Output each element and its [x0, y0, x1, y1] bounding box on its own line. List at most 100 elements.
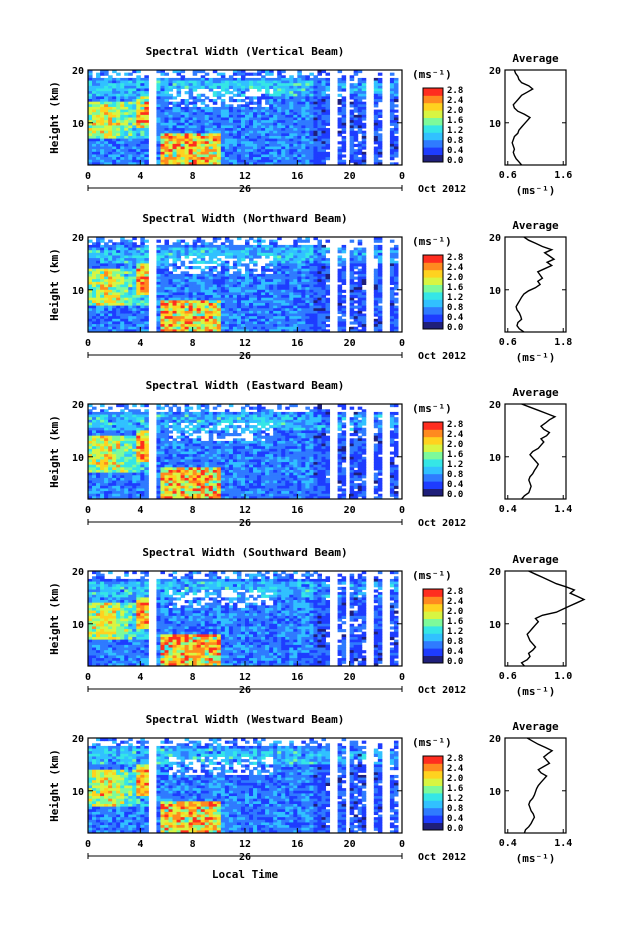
- heatmap-cell: [317, 104, 322, 108]
- heatmap-cell: [269, 252, 274, 256]
- heatmap-cell: [168, 80, 174, 84]
- heatmap-cell: [100, 292, 105, 296]
- heatmap-cell: [245, 289, 250, 293]
- heatmap-cell: [224, 252, 230, 256]
- heatmap-cell: [309, 138, 314, 142]
- heatmap-cell: [164, 157, 170, 161]
- heatmap-cell: [120, 242, 125, 246]
- heatmap-cell: [88, 83, 93, 87]
- heatmap-cell: [257, 146, 262, 150]
- avg-y-tick-label: 20: [489, 66, 501, 77]
- heatmap-cell: [172, 112, 178, 116]
- heatmap-cell: [232, 128, 238, 132]
- heatmap-cell: [289, 80, 294, 84]
- heatmap-cell: [108, 326, 113, 330]
- heatmap-cell: [212, 268, 218, 272]
- heatmap-cell: [132, 260, 137, 264]
- heatmap-cell: [104, 77, 109, 82]
- heatmap-cell: [317, 77, 322, 82]
- heatmap-cell: [192, 135, 198, 140]
- panel-title: Spectral Width (Eastward Beam): [146, 379, 345, 392]
- heatmap-cell: [88, 75, 93, 79]
- heatmap-cell: [220, 252, 226, 256]
- heatmap-cell: [337, 125, 343, 129]
- heatmap-cell: [301, 138, 306, 142]
- heatmap-cell: [144, 146, 149, 150]
- heatmap-cell: [140, 128, 145, 132]
- heatmap-cell: [277, 135, 282, 140]
- heatmap-cell: [240, 104, 246, 108]
- heatmap-cell: [265, 70, 270, 74]
- heatmap-cell: [208, 151, 214, 155]
- heatmap-cell: [212, 114, 218, 118]
- heatmap-cell: [172, 104, 178, 108]
- heatmap-cell: [305, 149, 310, 153]
- heatmap-cell: [232, 93, 238, 97]
- heatmap-cell: [136, 326, 141, 330]
- heatmap-cell: [200, 70, 206, 74]
- heatmap-cell: [208, 106, 214, 111]
- heatmap-cell: [361, 157, 367, 161]
- heatmap-cell: [168, 117, 174, 121]
- heatmap-cell: [128, 135, 133, 140]
- colorbar-swatch: [423, 132, 443, 141]
- heatmap-cell: [156, 128, 161, 132]
- heatmap-cell: [281, 80, 286, 84]
- heatmap-cell: [168, 292, 174, 296]
- x-tick-label: 12: [239, 171, 251, 182]
- heatmap-cell: [261, 326, 266, 330]
- heatmap-cell: [184, 279, 190, 283]
- heatmap-cell: [124, 273, 129, 278]
- heatmap-cell: [224, 125, 230, 129]
- heatmap-cell: [349, 130, 355, 134]
- heatmap-cell: [104, 122, 109, 126]
- heatmap-cell: [108, 85, 113, 89]
- heatmap-cell: [208, 295, 214, 299]
- heatmap-cell: [240, 297, 246, 301]
- heatmap-cell: [261, 70, 266, 74]
- heatmap-cell: [224, 85, 230, 89]
- heatmap-cell: [128, 125, 133, 129]
- heatmap-cell: [240, 316, 246, 320]
- heatmap-cell: [196, 308, 202, 312]
- heatmap-cell: [176, 120, 182, 124]
- heatmap-cell: [289, 96, 294, 100]
- heatmap-cell: [317, 101, 322, 105]
- heatmap-cell: [112, 250, 117, 254]
- heatmap-cell: [232, 244, 238, 249]
- heatmap-cell: [132, 154, 137, 158]
- heatmap-cell: [224, 244, 230, 249]
- heatmap-cell: [357, 104, 363, 108]
- heatmap-cell: [180, 276, 186, 280]
- heatmap-cell: [349, 143, 355, 148]
- heatmap-cell: [164, 125, 170, 129]
- heatmap-cell: [196, 289, 202, 293]
- heatmap-cell: [184, 313, 190, 317]
- heatmap-cell: [88, 157, 93, 161]
- heatmap-cell: [188, 250, 194, 254]
- heatmap-cell: [184, 157, 190, 161]
- heatmap-cell: [204, 271, 210, 275]
- heatmap-cell: [293, 106, 298, 111]
- heatmap-cell: [196, 93, 202, 97]
- heatmap-cell: [192, 273, 198, 278]
- heatmap-cell: [261, 75, 266, 79]
- heatmap-cell: [112, 128, 117, 132]
- heatmap-cell: [245, 162, 250, 166]
- colorbar-swatch: [423, 284, 443, 293]
- heatmap-cell: [261, 276, 266, 280]
- heatmap-cell: [168, 287, 174, 291]
- heatmap-cell: [200, 316, 206, 320]
- x-tick-label: 8: [190, 338, 196, 349]
- heatmap-cell: [184, 287, 190, 291]
- heatmap-cell: [325, 77, 331, 82]
- heatmap-cell: [140, 93, 145, 97]
- heatmap-cell: [164, 138, 170, 142]
- heatmap-cell: [204, 112, 210, 116]
- heatmap-cell: [341, 135, 347, 140]
- heatmap-cell: [349, 85, 355, 89]
- heatmap-cell: [240, 318, 246, 322]
- heatmap-cell: [116, 279, 121, 283]
- heatmap-cell: [128, 260, 133, 264]
- heatmap-cell: [204, 279, 210, 283]
